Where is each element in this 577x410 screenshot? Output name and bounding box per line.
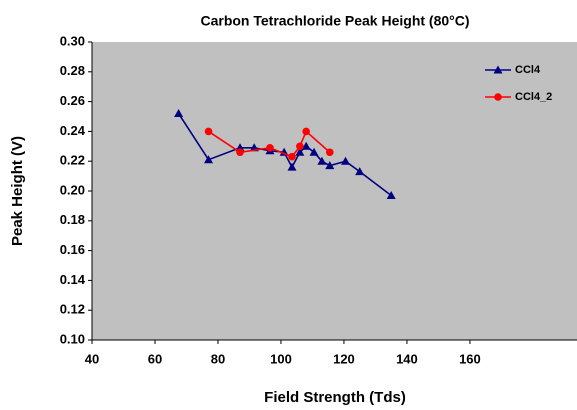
data-point (204, 127, 213, 136)
legend-marker (493, 65, 503, 74)
data-point (296, 142, 304, 151)
x-tick-label: 100 (270, 351, 292, 366)
y-tick-label: 0.14 (60, 272, 86, 287)
x-tick-label: 60 (148, 351, 162, 366)
x-tick-label: 80 (211, 351, 225, 366)
y-tick-label: 0.30 (60, 33, 85, 48)
data-point (287, 162, 297, 171)
data-point (302, 127, 310, 136)
data-point (325, 148, 334, 157)
y-tick-label: 0.16 (60, 242, 85, 257)
data-point (288, 152, 296, 161)
y-tick-label: 0.22 (60, 153, 85, 168)
data-point (301, 141, 311, 150)
x-axis-title: Field Strength (Tds) (264, 389, 406, 406)
y-axis-title: Peak Height (V) (9, 136, 26, 246)
data-point (174, 109, 184, 118)
x-tick-label: 140 (396, 351, 418, 366)
y-tick-label: 0.10 (60, 331, 85, 346)
legend-label: CCl4_2 (515, 91, 552, 103)
data-point (317, 156, 327, 165)
y-tick-label: 0.20 (60, 182, 85, 197)
legend-marker (494, 93, 502, 101)
data-point (236, 148, 244, 157)
data-point (309, 147, 319, 156)
data-point (355, 167, 365, 176)
data-point (386, 190, 396, 199)
plot-area (92, 42, 577, 340)
legend-label: CCl4 (515, 64, 541, 76)
x-tick-label: 160 (459, 351, 481, 366)
data-point (325, 161, 335, 170)
data-point (341, 156, 351, 165)
data-point (266, 143, 274, 152)
x-tick-label: 120 (333, 351, 355, 366)
x-tick-label: 40 (85, 351, 99, 366)
y-tick-label: 0.12 (60, 302, 85, 317)
chart-title: Carbon Tetrachloride Peak Height (80°C) (200, 13, 469, 29)
y-tick-label: 0.28 (60, 63, 85, 78)
data-point (204, 155, 214, 164)
y-tick-label: 0.26 (60, 93, 85, 108)
y-tick-label: 0.24 (60, 123, 86, 138)
data-point (295, 147, 305, 156)
y-tick-label: 0.18 (60, 212, 85, 227)
